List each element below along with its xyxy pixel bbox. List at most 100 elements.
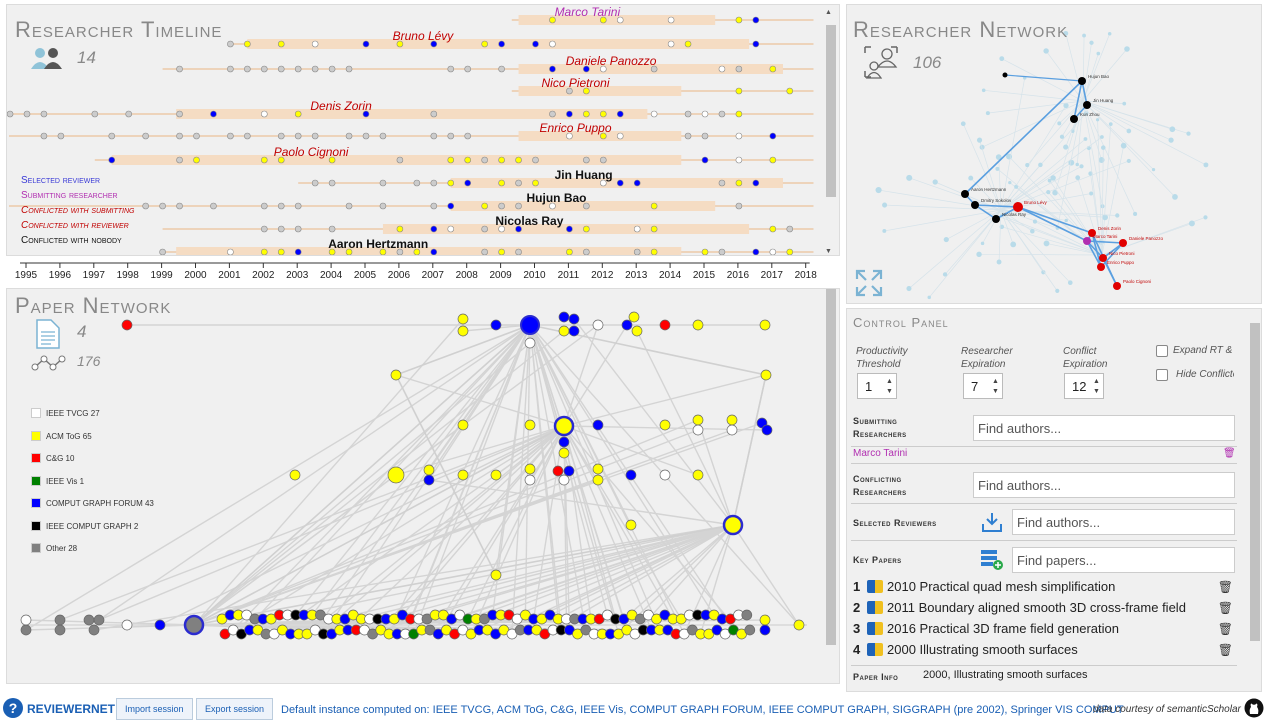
- timeline-paper-dot[interactable]: [295, 226, 301, 232]
- timeline-paper-dot[interactable]: [702, 249, 708, 255]
- timeline-paper-dot[interactable]: [295, 111, 301, 117]
- timeline-paper-dot[interactable]: [736, 66, 742, 72]
- control-panel-scroll-thumb[interactable]: [1250, 323, 1260, 641]
- timeline-paper-dot[interactable]: [651, 249, 657, 255]
- remove-paper-icon[interactable]: 🗑: [1218, 643, 1233, 657]
- researcher-node[interactable]: [1083, 237, 1091, 245]
- researcher-node[interactable]: [906, 286, 911, 291]
- timeline-paper-dot[interactable]: [482, 203, 488, 209]
- timeline-paper-dot[interactable]: [261, 226, 267, 232]
- researcher-node[interactable]: [1063, 145, 1068, 150]
- paper-node[interactable]: [55, 625, 65, 635]
- key-paper-item[interactable]: 4 2000 Illustrating smooth surfaces: [853, 642, 1078, 657]
- productivity-input[interactable]: 1 ▲ ▼: [857, 373, 897, 399]
- timeline-paper-dot[interactable]: [617, 180, 623, 186]
- timeline-paper-dot[interactable]: [295, 66, 301, 72]
- researcher-node[interactable]: [1113, 282, 1121, 290]
- researcher-node[interactable]: [1089, 192, 1093, 196]
- researcher-node[interactable]: [982, 88, 986, 92]
- timeline-paper-dot[interactable]: [194, 157, 200, 163]
- timeline-paper-dot[interactable]: [278, 226, 284, 232]
- timeline-scroll-thumb[interactable]: [826, 25, 836, 197]
- researcher-node[interactable]: [1038, 163, 1043, 168]
- researcher-node[interactable]: [1097, 263, 1105, 271]
- timeline-paper-dot[interactable]: [770, 157, 776, 163]
- researcher-node[interactable]: [1075, 175, 1080, 180]
- timeline-paper-dot[interactable]: [431, 111, 437, 117]
- timeline-paper-dot[interactable]: [533, 157, 539, 163]
- paper-node[interactable]: [632, 326, 642, 336]
- researcher-node[interactable]: [1043, 48, 1048, 53]
- timeline-paper-dot[interactable]: [482, 249, 488, 255]
- timeline-paper-dot[interactable]: [346, 66, 352, 72]
- researcher-node[interactable]: [997, 260, 1002, 265]
- paper-node[interactable]: [388, 467, 404, 483]
- timeline-paper-dot[interactable]: [109, 157, 115, 163]
- timeline-paper-dot[interactable]: [143, 203, 149, 209]
- timeline-paper-dot[interactable]: [194, 133, 200, 139]
- researcher-node[interactable]: [1121, 143, 1127, 149]
- timeline-paper-dot[interactable]: [651, 226, 657, 232]
- venue-legend-item[interactable]: IEEE TVCG 27: [31, 409, 154, 432]
- researcher-node[interactable]: [1108, 32, 1112, 36]
- researcher-node[interactable]: [1083, 101, 1091, 109]
- researcher-node[interactable]: [1170, 126, 1176, 132]
- paper-node[interactable]: [553, 466, 563, 476]
- paper-node[interactable]: [458, 314, 468, 324]
- paper-node[interactable]: [745, 625, 755, 635]
- timeline-paper-dot[interactable]: [465, 133, 471, 139]
- timeline-paper-dot[interactable]: [566, 111, 572, 117]
- timeline-paper-dot[interactable]: [668, 41, 674, 47]
- timeline-paper-dot[interactable]: [363, 133, 369, 139]
- timeline-paper-dot[interactable]: [58, 133, 64, 139]
- researcher-name[interactable]: Bruno Lévy: [393, 29, 455, 43]
- timeline-paper-dot[interactable]: [719, 66, 725, 72]
- timeline-paper-dot[interactable]: [431, 133, 437, 139]
- researcher-node[interactable]: [977, 138, 982, 143]
- researcher-node[interactable]: [1068, 280, 1073, 285]
- timeline-paper-dot[interactable]: [448, 180, 454, 186]
- timeline-paper-dot[interactable]: [499, 249, 505, 255]
- researcher-node[interactable]: [1089, 41, 1093, 45]
- paper-node[interactable]: [760, 625, 770, 635]
- researcher-node[interactable]: [992, 215, 1000, 223]
- researcher-node[interactable]: [1057, 121, 1061, 125]
- researcher-node[interactable]: [1055, 289, 1059, 293]
- timeline-paper-dot[interactable]: [736, 88, 742, 94]
- import-session-button[interactable]: Import session: [116, 698, 193, 720]
- paper-node[interactable]: [525, 475, 535, 485]
- timeline-paper-dot[interactable]: [736, 111, 742, 117]
- researcher-node[interactable]: [1203, 215, 1207, 219]
- timeline-paper-dot[interactable]: [685, 133, 691, 139]
- timeline-paper-dot[interactable]: [719, 180, 725, 186]
- timeline-paper-dot[interactable]: [651, 203, 657, 209]
- researcher-name[interactable]: Jin Huang: [555, 168, 613, 182]
- key-paper-node[interactable]: [724, 516, 742, 534]
- timeline-paper-dot[interactable]: [177, 66, 183, 72]
- researcher-node[interactable]: [1124, 46, 1130, 52]
- timeline-paper-dot[interactable]: [583, 249, 589, 255]
- timeline-paper-dot[interactable]: [770, 66, 776, 72]
- researcher-node[interactable]: [1088, 229, 1096, 237]
- researcher-node[interactable]: [976, 252, 981, 257]
- timeline-paper-dot[interactable]: [736, 157, 742, 163]
- timeline-paper-dot[interactable]: [312, 41, 318, 47]
- timeline-paper-dot[interactable]: [685, 111, 691, 117]
- timeline-paper-dot[interactable]: [533, 41, 539, 47]
- timeline-paper-dot[interactable]: [177, 133, 183, 139]
- add-paper-icon[interactable]: [979, 547, 1005, 571]
- venue-legend-item[interactable]: ACM ToG 65: [31, 432, 154, 455]
- timeline-paper-dot[interactable]: [278, 41, 284, 47]
- researcher-node[interactable]: [1096, 118, 1099, 121]
- paper-node[interactable]: [458, 420, 468, 430]
- timeline-paper-dot[interactable]: [482, 226, 488, 232]
- remove-paper-icon[interactable]: 🗑: [1218, 622, 1233, 636]
- timeline-paper-dot[interactable]: [244, 41, 250, 47]
- paper-node[interactable]: [55, 615, 65, 625]
- timeline-paper-dot[interactable]: [261, 249, 267, 255]
- researcher-node[interactable]: [1100, 135, 1104, 139]
- paper-node[interactable]: [525, 464, 535, 474]
- paper-node[interactable]: [84, 615, 94, 625]
- paper-node[interactable]: [491, 570, 501, 580]
- paper-node[interactable]: [559, 312, 569, 322]
